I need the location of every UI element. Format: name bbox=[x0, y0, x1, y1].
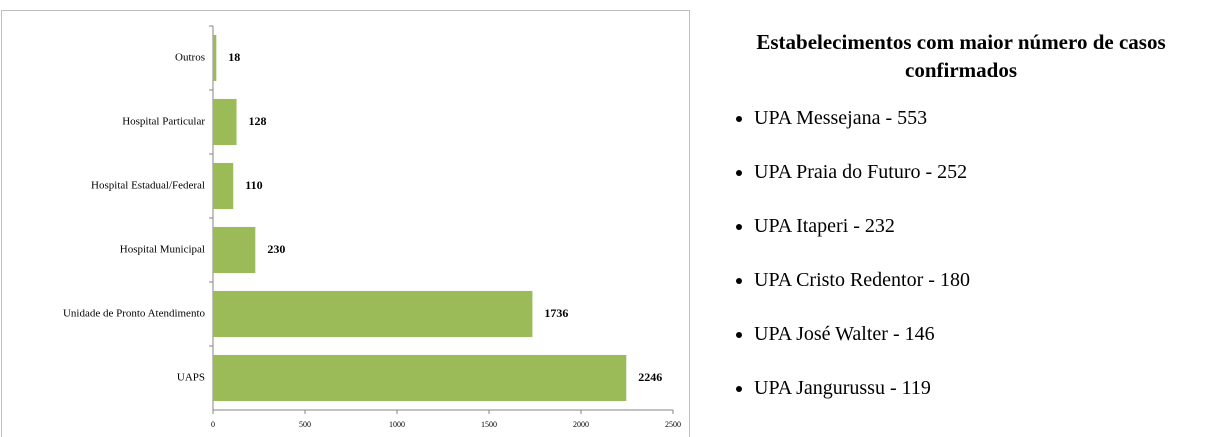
x-tick-label: 500 bbox=[299, 420, 311, 429]
y-tick-label: Unidade de Pronto Atendimento bbox=[63, 308, 206, 320]
panel-title: Estabelecimentos com maior número de cas… bbox=[756, 30, 1166, 82]
list-item: UPA Jangurussu - 119 bbox=[754, 376, 1222, 400]
bar bbox=[213, 226, 256, 274]
value-label: 110 bbox=[245, 178, 262, 192]
x-tick-label: 1000 bbox=[389, 420, 405, 429]
x-tick-label: 2500 bbox=[665, 420, 681, 429]
bar bbox=[213, 354, 627, 402]
value-label: 1736 bbox=[544, 306, 568, 320]
item-list: UPA Messejana - 553 UPA Praia do Futuro -… bbox=[700, 106, 1222, 400]
chart: 0 500 1000 1500 2000 2500 Outros 18 Hospital Par… bbox=[1, 10, 690, 437]
bar bbox=[213, 34, 217, 82]
value-label: 18 bbox=[228, 50, 240, 64]
list-item: UPA Messejana - 553 bbox=[754, 106, 1222, 130]
x-tick-label: 0 bbox=[211, 420, 215, 429]
x-tick-label: 2000 bbox=[573, 420, 589, 429]
list-item: UPA Praia do Futuro - 252 bbox=[754, 160, 1222, 184]
bar bbox=[213, 162, 234, 210]
y-tick-label: Hospital Estadual/Federal bbox=[91, 180, 205, 192]
y-tick-label: Hospital Particular bbox=[122, 116, 205, 128]
bar bbox=[213, 290, 533, 338]
value-label: 230 bbox=[267, 242, 285, 256]
side-panel: Estabelecimentos com maior número de cas… bbox=[700, 28, 1222, 430]
y-tick-label: UAPS bbox=[177, 372, 205, 384]
list-item: UPA Itaperi - 232 bbox=[754, 214, 1222, 238]
value-label: 128 bbox=[249, 114, 267, 128]
y-tick-label: Hospital Municipal bbox=[120, 244, 205, 256]
list-item: UPA Cristo Redentor - 180 bbox=[754, 268, 1222, 292]
y-tick-label: Outros bbox=[175, 52, 205, 64]
value-label: 2246 bbox=[638, 370, 662, 384]
list-item: UPA José Walter - 146 bbox=[754, 322, 1222, 346]
x-tick-label: 1500 bbox=[481, 420, 497, 429]
bar bbox=[213, 98, 237, 146]
